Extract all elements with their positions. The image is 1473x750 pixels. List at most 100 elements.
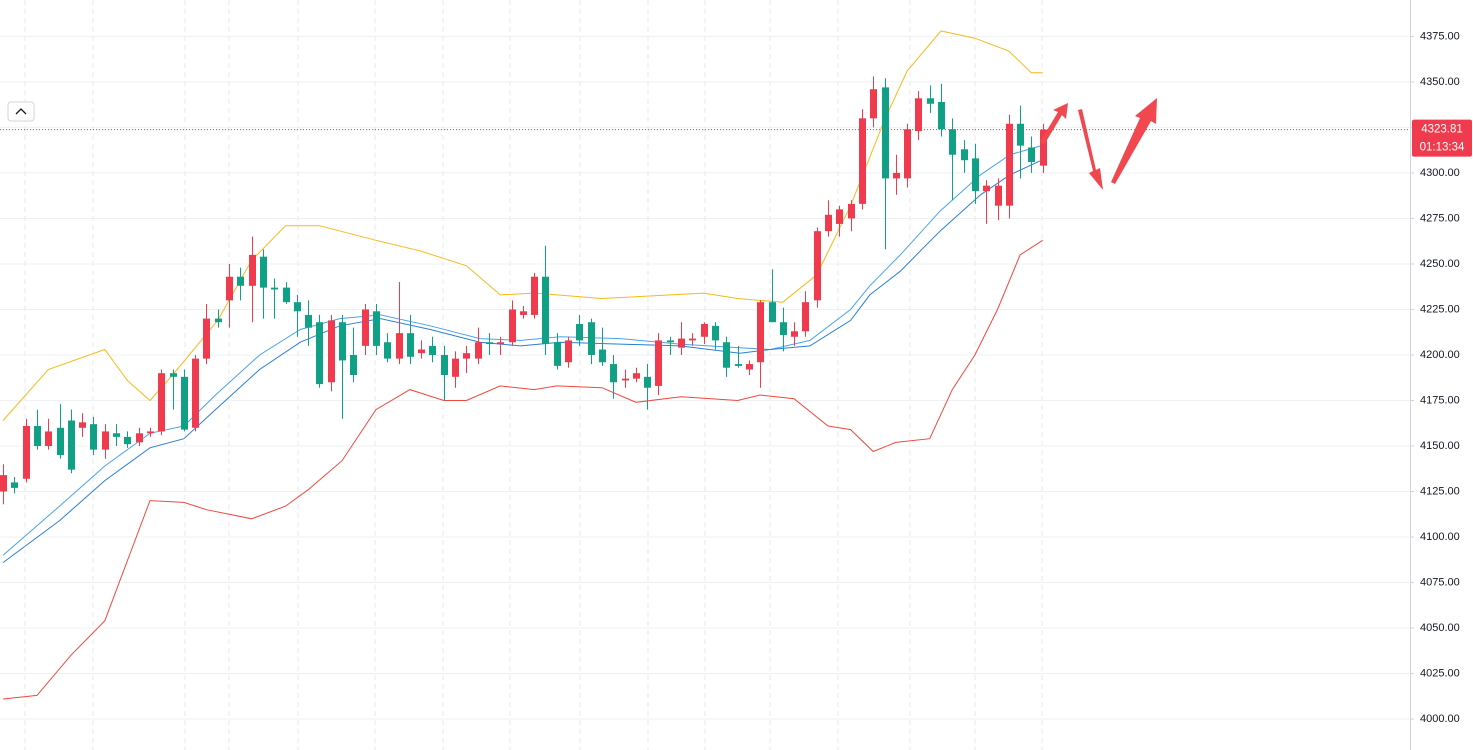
candle-body: [316, 322, 323, 385]
candle-body: [203, 318, 210, 359]
overlay-line: [3, 239, 1043, 700]
candle-body: [215, 318, 222, 323]
candle-body: [554, 342, 561, 366]
candle-body: [226, 276, 233, 301]
y-tick-label: 4000.00: [1420, 713, 1460, 725]
candle-body: [949, 129, 956, 155]
candle-body: [34, 425, 41, 446]
candle-body: [181, 376, 188, 430]
candle-body: [294, 302, 301, 312]
y-tick-label: 4050.00: [1420, 622, 1460, 634]
candle-body: [882, 87, 889, 179]
candle-body: [791, 331, 798, 337]
candle-body: [90, 424, 97, 450]
candle-body: [452, 358, 459, 377]
candle-body: [780, 322, 787, 335]
candle-body: [23, 425, 30, 479]
candle-body: [576, 324, 583, 341]
candle-body: [983, 185, 990, 192]
countdown-label: 01:13:34: [1420, 142, 1465, 154]
candle-body: [79, 422, 86, 428]
candle-body: [667, 340, 674, 343]
y-axis: 4000.00 4025.00 4050.00 4075.00 4100.00 4125.…: [1410, 30, 1472, 725]
candle-body: [429, 345, 436, 355]
y-tick-label: 4025.00: [1420, 667, 1460, 679]
candle-body: [418, 349, 425, 354]
candle-body: [0, 475, 7, 492]
candle-body: [746, 364, 753, 370]
candle-body: [45, 431, 52, 446]
candle-body: [701, 324, 708, 337]
candle-body: [124, 436, 131, 445]
candle-body: [723, 342, 730, 368]
annotation-arrows: [1040, 98, 1157, 190]
y-tick-label: 4150.00: [1420, 440, 1460, 452]
candle-body: [848, 203, 855, 219]
candle-body: [633, 373, 640, 379]
y-tick-label: 4300.00: [1420, 167, 1460, 179]
candle-body: [915, 98, 922, 132]
candle-body: [396, 333, 403, 359]
candle-body: [1017, 123, 1024, 146]
candle-body: [328, 320, 335, 383]
candle-body: [961, 149, 968, 161]
candle-body: [870, 89, 877, 119]
candle-body: [373, 311, 380, 346]
candle-body: [463, 353, 470, 359]
candle-body: [102, 431, 109, 450]
y-tick-label: 4100.00: [1420, 531, 1460, 543]
y-tick-label: 4375.00: [1420, 30, 1460, 42]
y-tick-label: 4125.00: [1420, 485, 1460, 497]
y-tick-label: 4175.00: [1420, 394, 1460, 406]
candle-body: [588, 322, 595, 355]
candle-body: [158, 373, 165, 432]
candle-body: [384, 342, 391, 359]
candle-body: [249, 254, 256, 286]
candle-body: [57, 427, 64, 456]
last-price-label: 4323.81: [1421, 124, 1463, 136]
candle-body: [825, 214, 832, 232]
candle-body: [712, 325, 719, 341]
candle-body: [113, 433, 120, 437]
candle-body: [170, 373, 177, 377]
candle-body: [655, 340, 662, 386]
grid: [0, 35, 1410, 720]
candle-body: [11, 482, 18, 488]
candle-body: [802, 302, 809, 332]
overlay-line: [2, 145, 1042, 556]
candle-body: [938, 101, 945, 130]
candle-body: [814, 231, 821, 301]
candle-body: [689, 338, 696, 341]
candle-body: [1040, 129, 1047, 166]
candle-body: [147, 431, 154, 434]
candle-body: [542, 276, 549, 345]
overlay-line: [2, 159, 1042, 563]
y-tick-label: 4350.00: [1420, 76, 1460, 88]
candle-body: [769, 302, 776, 323]
time-grid: [24, 0, 1043, 750]
candle-body: [350, 354, 357, 375]
candle-body: [283, 287, 290, 303]
last-price-tag: [1412, 119, 1472, 157]
y-tick-label: 4250.00: [1420, 258, 1460, 270]
candle-body: [1006, 123, 1013, 206]
candle-body: [271, 287, 278, 290]
collapse-button[interactable]: [7, 101, 35, 122]
candle-body: [520, 311, 527, 315]
candle-body: [678, 338, 685, 348]
candle-body: [836, 209, 843, 224]
candle-body: [893, 172, 900, 179]
candle-body: [305, 314, 312, 328]
candles: [0, 76, 1047, 505]
candle-body: [904, 129, 911, 179]
y-tick-label: 4225.00: [1420, 303, 1460, 315]
y-tick-label: 4075.00: [1420, 576, 1460, 588]
candle-body: [339, 322, 346, 361]
candle-body: [995, 185, 1002, 206]
candle-body: [972, 158, 979, 192]
candle-body: [486, 342, 493, 345]
candle-body: [136, 433, 143, 443]
candle-body: [859, 118, 866, 204]
candle-body: [260, 256, 267, 288]
candle-body: [1028, 147, 1035, 163]
